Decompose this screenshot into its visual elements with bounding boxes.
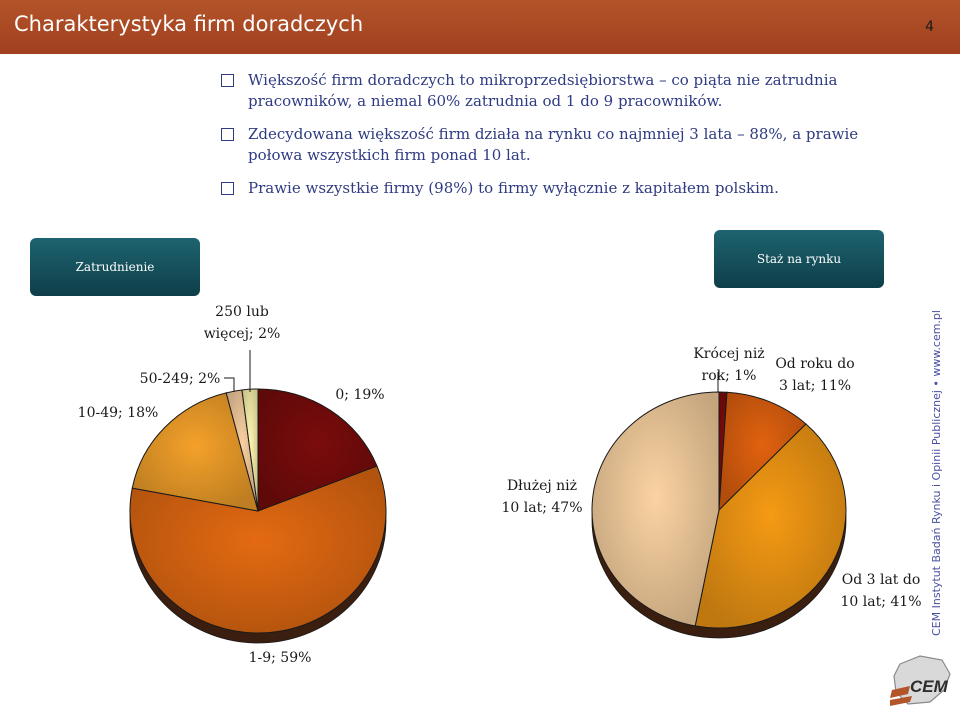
tab-tenure[interactable]: Staż na rynku xyxy=(714,230,884,288)
pie-slice-1-9 xyxy=(129,465,387,634)
leader-lines xyxy=(224,350,721,393)
pie-slice-10-49 xyxy=(131,392,259,512)
bullet-item: Prawie wszystkie firmy (98%) to firmy wy… xyxy=(220,178,920,199)
checkbox-bullet-icon xyxy=(221,74,234,87)
tab-employment[interactable]: Zatrudnienie xyxy=(30,238,200,296)
checkbox-bullet-icon xyxy=(221,182,234,195)
data-label-0: 0; 19% xyxy=(335,387,384,403)
data-label-krócej-niż-rok: Krócej niż rok; 1% xyxy=(693,346,764,384)
leader-line-50-249 xyxy=(224,377,235,392)
pie-layer xyxy=(129,388,847,644)
logo-text: CEM xyxy=(910,677,949,696)
data-label-dłużej-niż-10-lat: Dłużej niż 10 lat; 47% xyxy=(502,478,583,516)
bullet-line: połowa wszystkich firm ponad 10 lat. xyxy=(248,146,531,164)
slide-title: Charakterystyka firm doradczych xyxy=(14,12,364,36)
bullet-line: Zdecydowana większość firm działa na ryn… xyxy=(248,125,859,143)
bullet-line: Większość firm doradczych to mikroprzeds… xyxy=(248,71,838,89)
data-label-250-lub-więcej: 250 lub więcej; 2% xyxy=(204,304,281,342)
bullet-item: Większość firm doradczych to mikroprzeds… xyxy=(220,70,920,112)
pie-slice-0 xyxy=(257,388,378,512)
bullet-item: Zdecydowana większość firm działa na ryn… xyxy=(220,124,920,166)
leader-line-krocej xyxy=(717,372,721,393)
bullet-list: Większość firm doradczych to mikroprzeds… xyxy=(220,70,920,211)
side-watermark-text: CEM Instytut Badań Rynku i Opinii Public… xyxy=(930,310,943,636)
bullet-line: pracowników, a niemal 60% zatrudnia od 1… xyxy=(248,92,723,110)
pie-slice-od-roku-do-3-lat xyxy=(718,391,807,512)
page-number: 4 xyxy=(925,19,934,35)
pie-slice-od-3-lat-do-10-lat xyxy=(694,423,847,629)
data-labels: 0; 19% 1-9; 59% 10-49; 18% 50-249; 2% 250 lu… xyxy=(78,304,922,666)
checkbox-bullet-icon xyxy=(221,128,234,141)
data-label-1-9: 1-9; 59% xyxy=(249,650,312,666)
slide-header: Charakterystyka firm doradczych 4 xyxy=(0,0,960,54)
cem-logo-icon: CEM xyxy=(890,655,951,706)
data-label-50-249: 50-249; 2% xyxy=(140,371,221,387)
pie-slice-dłużej-niż-10-lat xyxy=(591,391,720,627)
data-label-od-roku-do-3-lat: Od roku do 3 lat; 11% xyxy=(775,356,854,394)
data-label-od-3-lat-do-10-lat: Od 3 lat do 10 lat; 41% xyxy=(841,572,922,610)
bullet-line: Prawie wszystkie firmy (98%) to firmy wy… xyxy=(248,179,779,197)
data-label-10-49: 10-49; 18% xyxy=(78,405,159,421)
